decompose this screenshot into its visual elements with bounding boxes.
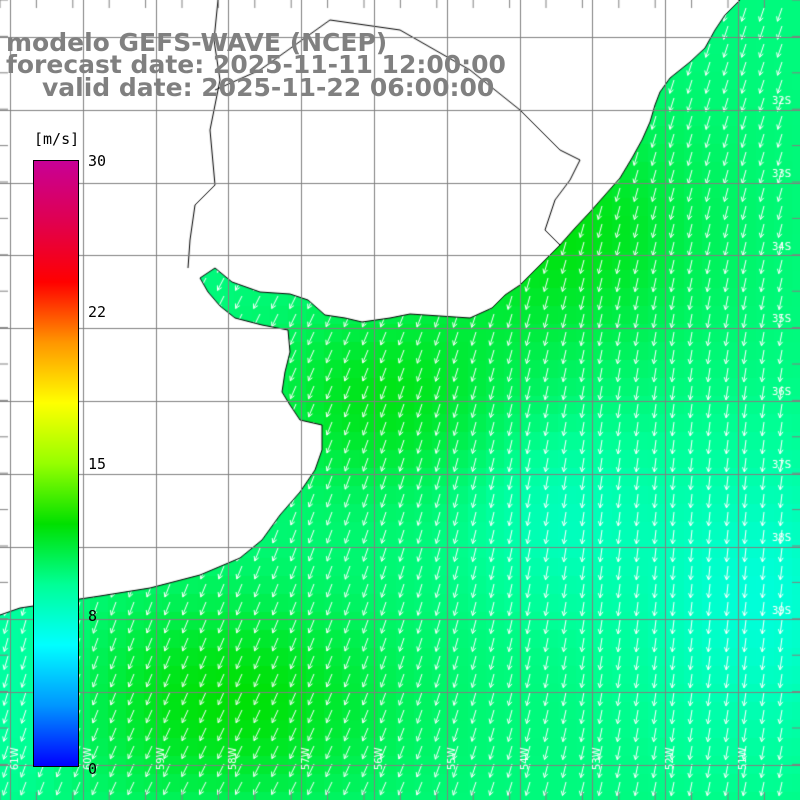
colorbar (33, 160, 79, 767)
colorbar-tick-8: 8 (88, 607, 98, 625)
colorbar-tick-22: 22 (88, 303, 107, 321)
colorbar-unit: [m/s] (34, 130, 80, 148)
model-title: modelo GEFS-WAVE (NCEP) (6, 28, 388, 57)
colorbar-tick-0: 0 (88, 760, 98, 778)
colorbar-tick-15: 15 (88, 455, 107, 473)
colorbar-tick-30: 30 (88, 152, 107, 170)
forecast-date: forecast date: 2025-11-11 12:00:00 (6, 50, 506, 79)
valid-date: valid date: 2025-11-22 06:00:00 (42, 73, 495, 102)
